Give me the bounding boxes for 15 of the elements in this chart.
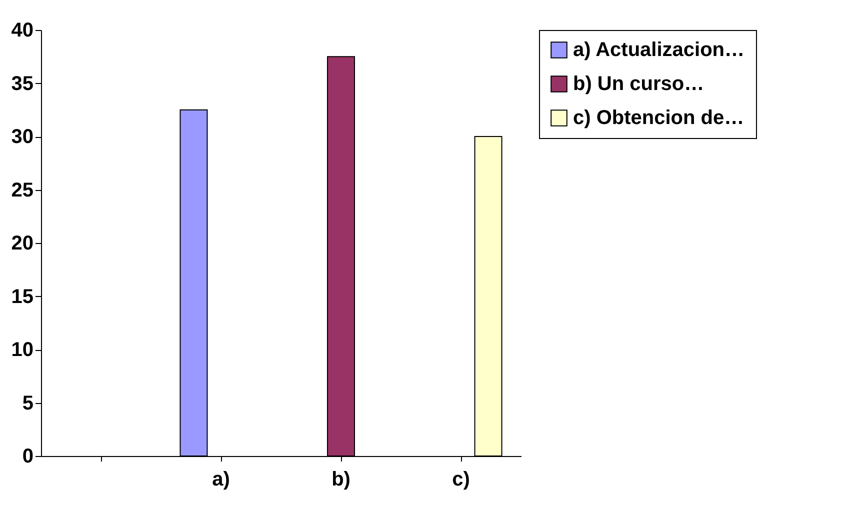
y-tick-label: 40 [11, 20, 34, 42]
y-tick-label: 5 [22, 392, 34, 414]
legend-label: c) Obtencion de… [573, 107, 744, 129]
y-tick-label: 35 [11, 72, 34, 95]
x-tick-label: b) [332, 468, 350, 490]
y-tick-label: 0 [22, 446, 34, 468]
y-tick-label: 10 [11, 339, 34, 361]
y-tick-label: 30 [11, 126, 34, 148]
legend-label: b) Un curso… [573, 73, 704, 95]
y-tick-label: 15 [11, 286, 34, 308]
x-tick-label: c) [452, 468, 470, 490]
x-tick-label: a) [212, 468, 230, 490]
y-tick-label: 20 [11, 232, 34, 254]
legend-label: a) Actualizacion… [573, 39, 745, 61]
y-tick-label: 25 [11, 179, 34, 202]
